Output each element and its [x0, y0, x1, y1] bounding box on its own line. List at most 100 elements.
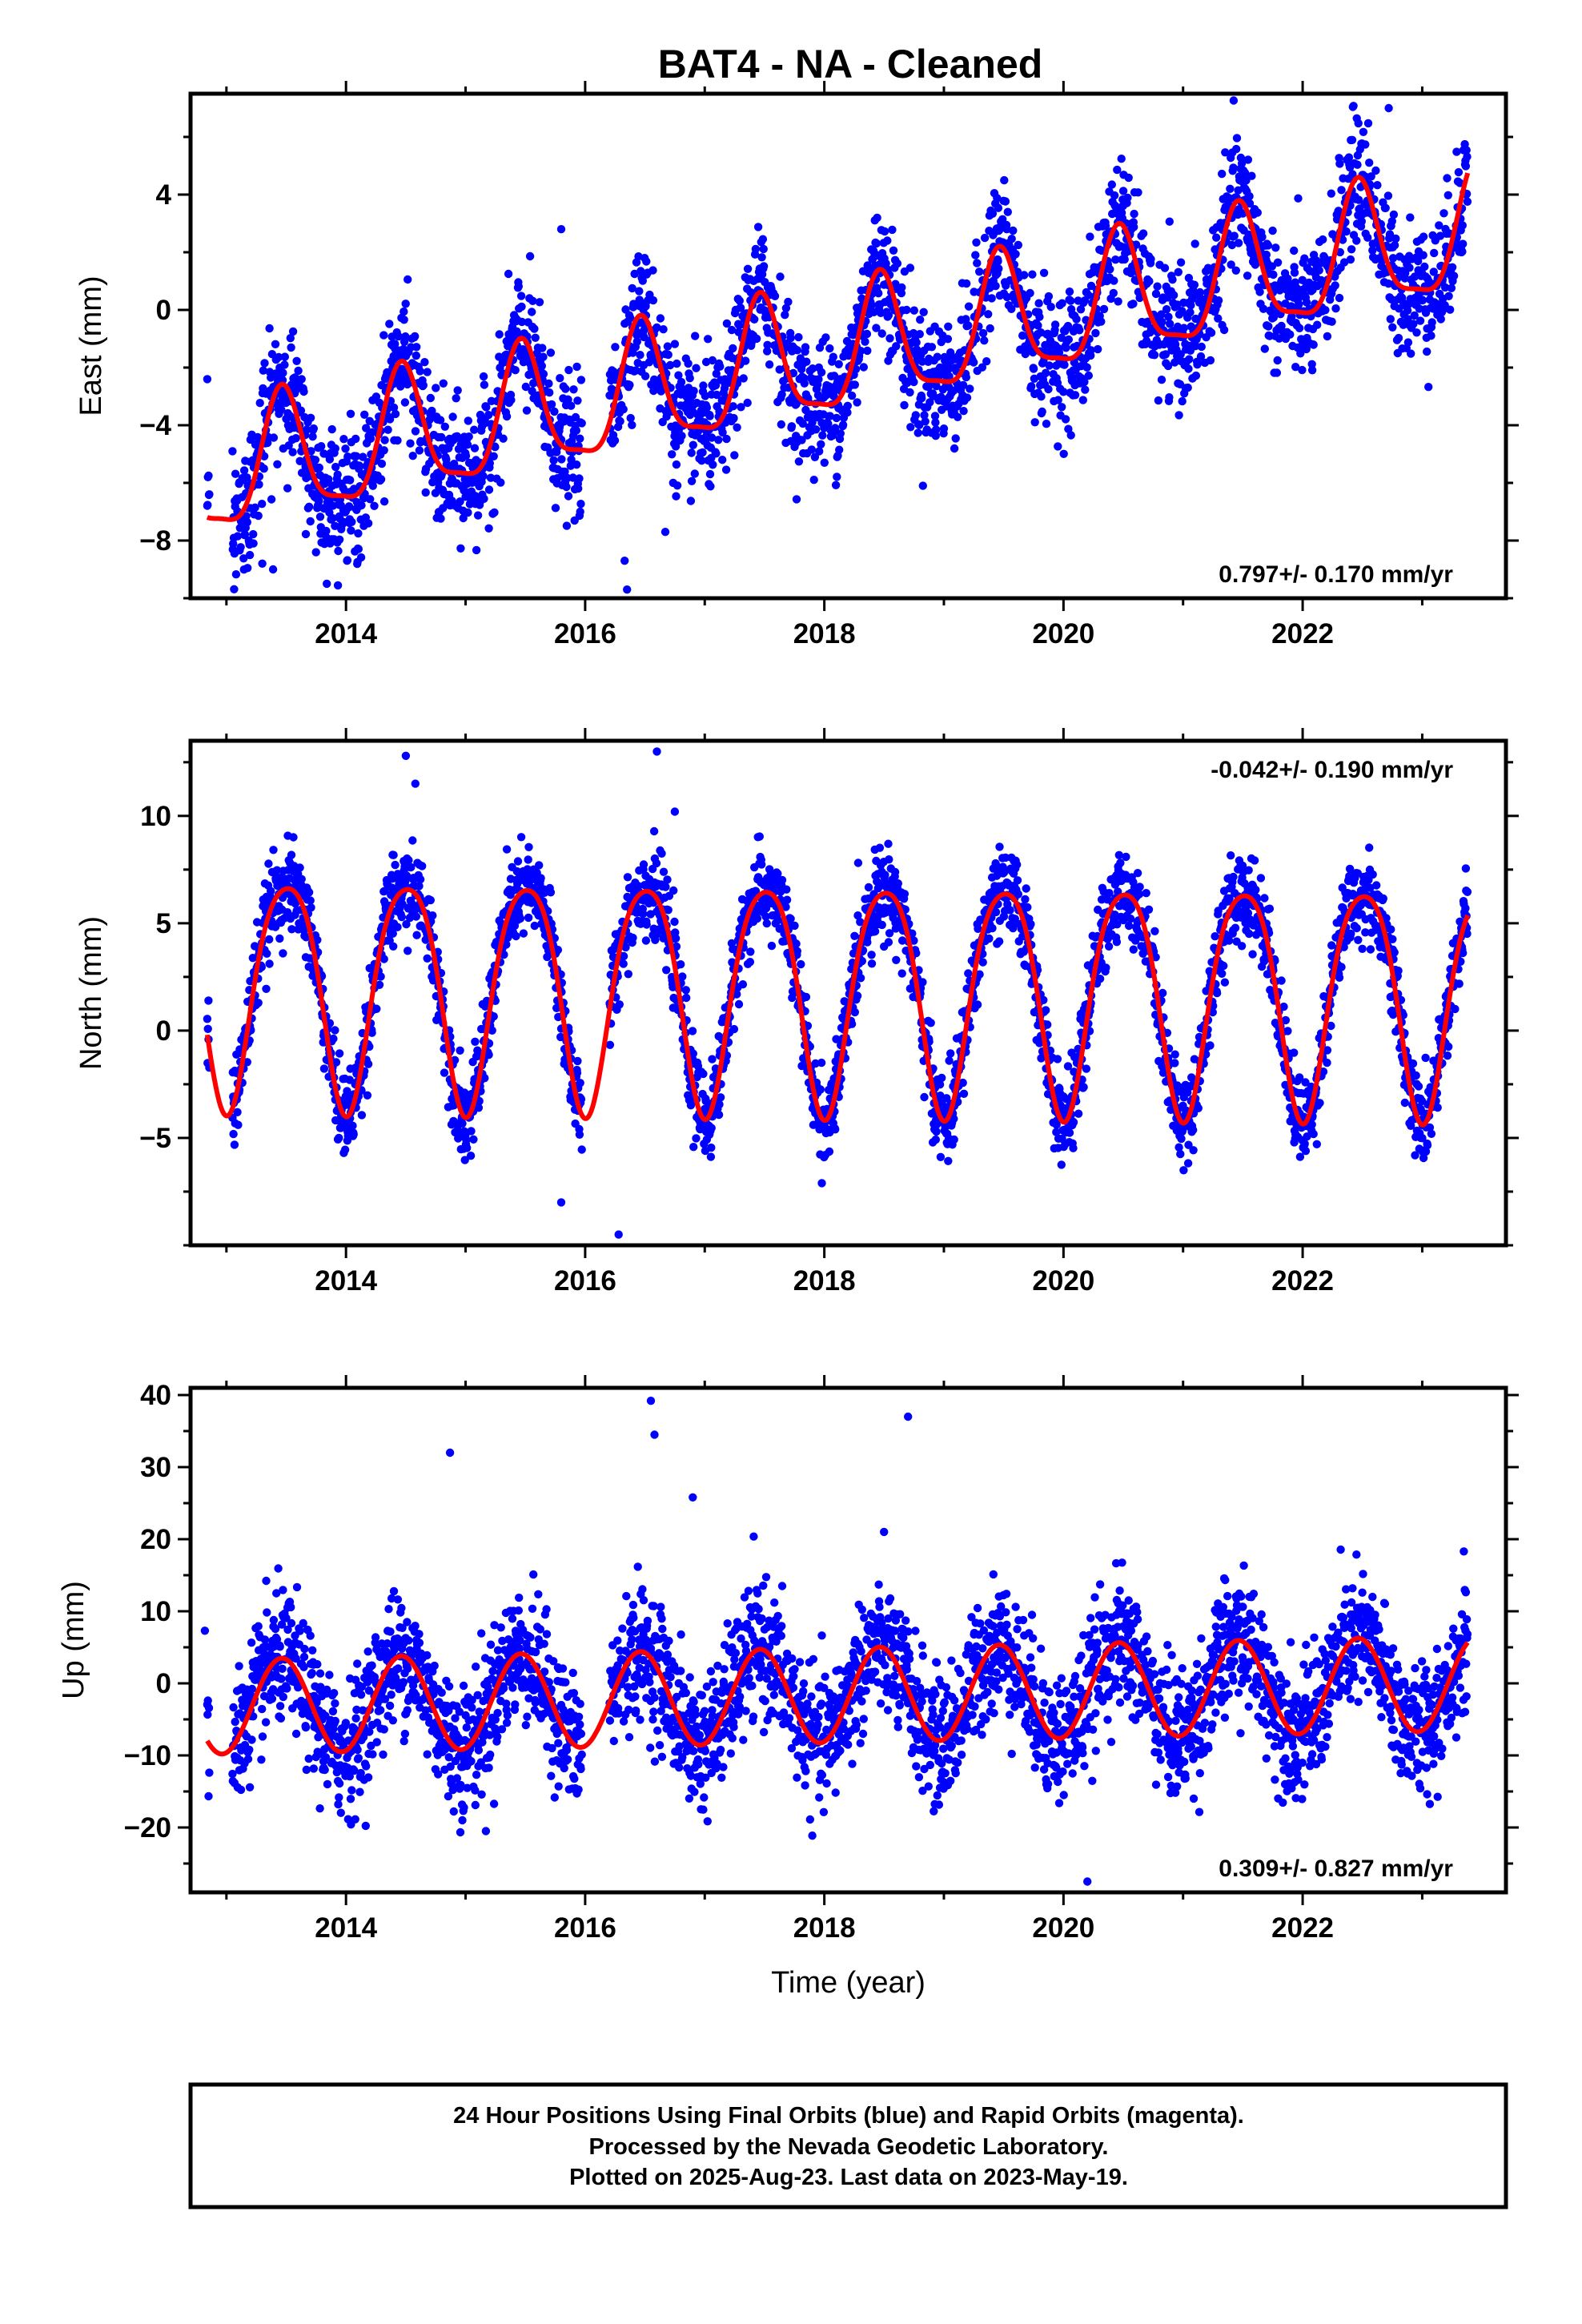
data-point	[909, 306, 919, 315]
data-point	[652, 323, 661, 332]
data-point	[1394, 333, 1403, 343]
data-point	[734, 999, 744, 1009]
data-point	[1307, 360, 1316, 368]
data-point	[363, 1059, 373, 1068]
data-point	[517, 317, 527, 327]
data-point	[1153, 282, 1162, 291]
data-point	[984, 310, 993, 319]
data-point	[853, 858, 863, 867]
data-point	[918, 481, 928, 490]
data-point	[689, 440, 697, 449]
data-point	[564, 492, 573, 501]
data-point	[450, 460, 459, 468]
data-point	[1440, 283, 1450, 292]
data-point	[919, 308, 928, 316]
data-point	[379, 446, 388, 455]
data-point	[738, 980, 748, 989]
data-point	[792, 939, 801, 948]
data-point	[1206, 356, 1215, 365]
data-point	[670, 917, 679, 927]
data-point	[375, 980, 384, 990]
data-point	[1146, 255, 1155, 263]
data-point	[513, 857, 523, 866]
data-point	[1354, 195, 1363, 204]
outlier-point	[620, 557, 629, 565]
data-point	[511, 366, 520, 375]
data-point	[400, 307, 408, 316]
data-point	[777, 420, 785, 429]
data-point	[763, 340, 772, 349]
data-point	[962, 279, 971, 288]
data-point	[1344, 153, 1354, 162]
data-point	[753, 223, 763, 231]
data-point	[1232, 134, 1242, 143]
data-point	[1424, 383, 1433, 392]
data-point	[1387, 217, 1397, 226]
data-point	[1291, 363, 1300, 372]
data-point	[242, 512, 251, 521]
data-point	[254, 999, 263, 1007]
data-point	[522, 406, 532, 415]
data-point	[1268, 226, 1277, 235]
data-point	[1452, 147, 1461, 156]
data-point	[404, 856, 413, 865]
data-point	[739, 374, 748, 383]
data-point	[966, 384, 974, 393]
data-point	[568, 473, 577, 482]
data-point	[408, 836, 417, 845]
outlier-point	[556, 225, 566, 234]
data-point	[1178, 396, 1186, 406]
data-point	[1410, 311, 1419, 320]
data-point	[707, 433, 717, 442]
data-point	[1241, 168, 1250, 178]
data-point	[1214, 314, 1223, 323]
data-point	[360, 410, 369, 419]
data-point	[1138, 229, 1148, 238]
data-point	[348, 1121, 357, 1130]
data-point	[1164, 312, 1173, 321]
data-point	[521, 382, 530, 392]
data-point	[539, 352, 548, 361]
data-point	[1058, 403, 1066, 412]
data-point	[1262, 250, 1271, 259]
model-curve	[206, 172, 1471, 522]
data-point	[994, 257, 1002, 266]
data-point	[1367, 172, 1375, 181]
data-point	[449, 1101, 458, 1110]
data-point	[1298, 365, 1307, 375]
data-point	[480, 380, 489, 389]
data-point	[1134, 188, 1142, 197]
data-point	[709, 460, 717, 469]
data-point	[535, 298, 544, 307]
data-point	[357, 1111, 367, 1120]
data-point	[677, 960, 685, 969]
data-point	[230, 585, 239, 593]
data-point	[304, 502, 314, 511]
data-point	[269, 846, 278, 854]
data-point	[343, 556, 352, 565]
data-point	[297, 375, 306, 384]
data-point	[784, 297, 793, 307]
data-point	[488, 1026, 496, 1035]
data-point	[1430, 248, 1439, 258]
data-point	[464, 416, 472, 425]
data-point	[440, 422, 449, 431]
data-point	[239, 466, 249, 475]
data-point	[1319, 235, 1327, 244]
data-point	[462, 1136, 471, 1144]
data-point	[1212, 233, 1221, 242]
data-point	[402, 871, 412, 880]
data-point	[205, 490, 214, 499]
data-point	[1383, 191, 1393, 200]
data-point	[564, 365, 573, 375]
data-point	[575, 474, 584, 483]
data-point	[567, 455, 576, 464]
data-point	[980, 233, 990, 243]
data-point	[1184, 364, 1193, 373]
data-point	[306, 896, 315, 905]
data-point	[765, 360, 774, 369]
data-point	[1072, 315, 1081, 324]
data-point	[1086, 346, 1095, 355]
data-point	[230, 1140, 239, 1149]
data-point	[262, 984, 271, 994]
